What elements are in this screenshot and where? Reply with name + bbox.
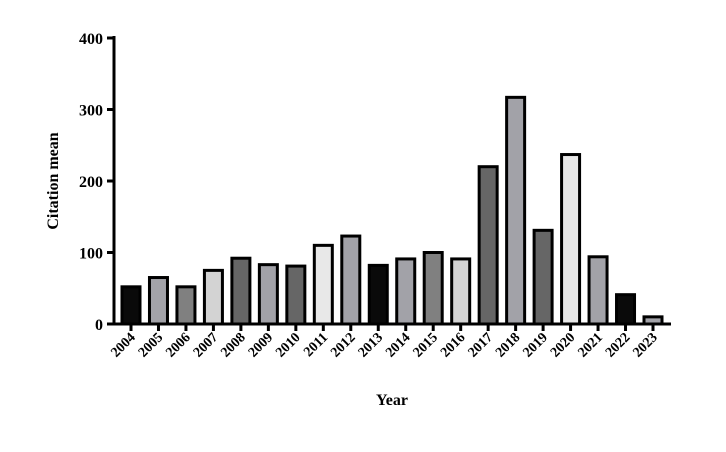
bar-2006 xyxy=(175,285,197,326)
bar-2016 xyxy=(450,257,472,326)
y-axis-label: Citation mean xyxy=(45,132,62,229)
x-tick-label: 2005 xyxy=(136,330,166,360)
bar-2004 xyxy=(120,285,142,326)
x-tick-label: 2018 xyxy=(493,330,523,360)
x-tick-label: 2021 xyxy=(575,330,605,360)
bar-2019 xyxy=(532,228,554,326)
x-tick-label: 2011 xyxy=(301,330,331,360)
x-ticks: 2004200520062007200820092010201120122013… xyxy=(108,324,661,361)
bar-2015 xyxy=(422,251,444,326)
x-tick-label: 2007 xyxy=(191,330,221,360)
x-tick-label: 2015 xyxy=(411,330,441,360)
x-tick-label: 2008 xyxy=(218,330,248,360)
x-tick-label: 2023 xyxy=(630,330,660,360)
x-tick-label: 2017 xyxy=(466,330,496,360)
y-tick-label: 0 xyxy=(95,317,103,334)
y-tick-label: 300 xyxy=(79,103,103,120)
bar-2005 xyxy=(147,276,169,326)
x-tick-label: 2006 xyxy=(163,330,193,360)
y-tick-label: 200 xyxy=(79,174,103,191)
bar-2017 xyxy=(477,165,499,326)
bar-2018 xyxy=(505,95,527,326)
x-axis-label: Year xyxy=(376,392,408,409)
x-tick-label: 2014 xyxy=(383,330,413,360)
y-tick-label: 400 xyxy=(79,31,103,48)
bar-2009 xyxy=(257,263,279,326)
x-tick-label: 2019 xyxy=(521,330,551,360)
x-tick-label: 2016 xyxy=(438,330,468,360)
bar-2010 xyxy=(285,264,307,326)
x-tick-label: 2012 xyxy=(328,330,358,360)
x-tick-label: 2004 xyxy=(108,330,138,360)
x-tick-label: 2013 xyxy=(356,330,386,360)
y-ticks: 0 100 200 300 400 xyxy=(79,31,114,334)
bar-2011 xyxy=(312,243,334,326)
x-tick-label: 2020 xyxy=(548,330,578,360)
bar-2022 xyxy=(615,293,637,326)
bar-2013 xyxy=(367,263,389,326)
bars xyxy=(120,95,664,326)
bar-2014 xyxy=(395,257,417,326)
x-tick-label: 2022 xyxy=(603,330,633,360)
bar-2007 xyxy=(202,268,224,326)
x-tick-label: 2009 xyxy=(246,330,276,360)
bar-2021 xyxy=(587,255,609,326)
bar-2008 xyxy=(230,256,252,326)
y-tick-label: 100 xyxy=(79,246,103,263)
bar-2020 xyxy=(560,153,582,326)
x-tick-label: 2010 xyxy=(273,330,303,360)
bar-2012 xyxy=(340,234,362,326)
